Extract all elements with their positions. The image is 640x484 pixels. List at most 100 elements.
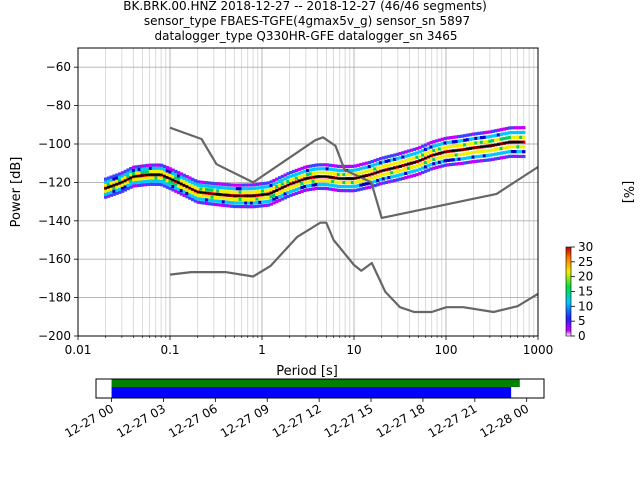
psd-histogram-cell [502,155,506,159]
psd-histogram-cell [176,174,181,178]
psd-histogram-cell [118,190,122,194]
psd-histogram-cell [423,152,428,156]
psd-histogram-cell [395,157,400,161]
y-tick-label: −140 [38,214,71,228]
psd-histogram-cell [176,177,181,181]
psd-histogram-cell [488,134,492,139]
psd-histogram-cell [123,172,128,177]
psd-histogram-cell [291,173,296,177]
psd-histogram-cell [339,184,344,189]
psd-histogram-cell [244,197,248,202]
psd-histogram-cell [519,126,523,130]
psd-histogram-cell [210,188,215,192]
psd-histogram-cell [272,201,276,205]
psd-histogram-cell [345,180,349,185]
psd-histogram-cell [522,145,526,149]
psd-histogram-cell [465,160,470,165]
psd-histogram-cell [460,139,464,143]
psd-histogram-cell [255,201,259,205]
psd-histogram-cell [300,166,304,170]
psd-histogram-cell [415,151,419,155]
psd-histogram-cell [146,166,150,171]
psd-histogram-cell [463,161,467,165]
psd-histogram-cell [491,129,495,133]
psd-histogram-cell [376,166,380,170]
psd-histogram-cell [221,196,226,200]
psd-histogram-cell [162,177,167,182]
psd-histogram-cell [409,148,414,152]
psd-histogram-cell [238,187,243,191]
psd-histogram-cell [283,181,287,185]
psd-histogram-cell [165,182,170,186]
psd-histogram-cell [334,188,338,192]
psd-histogram-cell [479,159,484,163]
psd-histogram-cell [488,158,492,162]
psd-histogram-cell [353,184,358,188]
psd-histogram-cell [244,183,248,187]
psd-histogram-cell [437,156,442,160]
psd-histogram-cell [390,179,394,183]
x-axis-ticks: 0.01 0.1 1 10 100 1000 [65,336,553,357]
psd-histogram-cell [457,143,461,148]
psd-histogram-cell [233,204,237,209]
psd-histogram-cell [241,187,245,191]
psd-histogram-cell [398,160,402,164]
timeline-bars [111,379,520,398]
psd-histogram-cell [154,182,158,186]
psd-histogram-cell [190,181,195,185]
psd-histogram-cell [224,189,229,194]
psd-histogram-cell [446,145,450,149]
psd-histogram-cell [485,158,489,162]
psd-histogram-cell [401,168,405,172]
psd-histogram-cell [174,183,178,187]
psd-histogram-cell [468,133,473,137]
psd-histogram-cell [387,180,391,184]
psd-histogram-cell [432,144,436,148]
psd-histogram-cell [168,173,172,177]
psd-histogram-cell [359,167,363,171]
psd-histogram-cell [291,185,296,189]
psd-histogram-cell [255,190,259,194]
psd-histogram-cell [429,158,433,162]
psd-histogram-cell [202,197,206,202]
psd-histogram-cell [179,185,184,189]
psd-histogram-cell [286,194,290,199]
psd-histogram-cell [356,184,360,188]
psd-histogram-cell [115,179,119,183]
psd-histogram-cell [244,187,248,191]
psd-histogram-cell [280,182,285,186]
psd-histogram-cell [204,198,209,202]
psd-histogram-cell [272,182,276,186]
psd-histogram-cell [522,135,526,139]
psd-histogram-cell [508,150,512,154]
psd-histogram-cell [221,189,226,193]
psd-histogram-cell [132,168,136,172]
psd-histogram-cell [317,163,321,167]
psd-histogram-cell [519,150,523,154]
psd-histogram-cell [151,182,156,186]
psd-histogram-cell [398,177,402,181]
psd-histogram-cell [418,172,422,176]
psd-histogram-cell [418,163,422,167]
psd-histogram-cell [168,186,172,191]
colorbar-tick-label: 10 [578,299,593,313]
psd-histogram-cell [522,126,526,130]
psd-histogram-cell [148,169,153,174]
psd-histogram-cell [216,185,220,189]
psd-histogram-cell [440,146,445,150]
psd-histogram-cell [306,180,310,184]
psd-histogram-cell [465,133,470,137]
psd-histogram-cell [174,176,178,180]
psd-histogram-cell [193,192,198,196]
psd-histogram-cell [233,201,237,205]
psd-histogram-cell [154,176,158,180]
psd-histogram-cell [137,168,142,172]
psd-histogram-cell [291,192,296,196]
psd-histogram-cell [482,140,487,144]
colorbar-tick-label: 25 [578,255,593,269]
psd-histogram-cell [109,187,114,191]
timeline-frame [95,378,545,399]
psd-histogram-cell [320,182,324,187]
psd-histogram-cell [160,176,164,180]
psd-histogram-cell [190,194,195,198]
